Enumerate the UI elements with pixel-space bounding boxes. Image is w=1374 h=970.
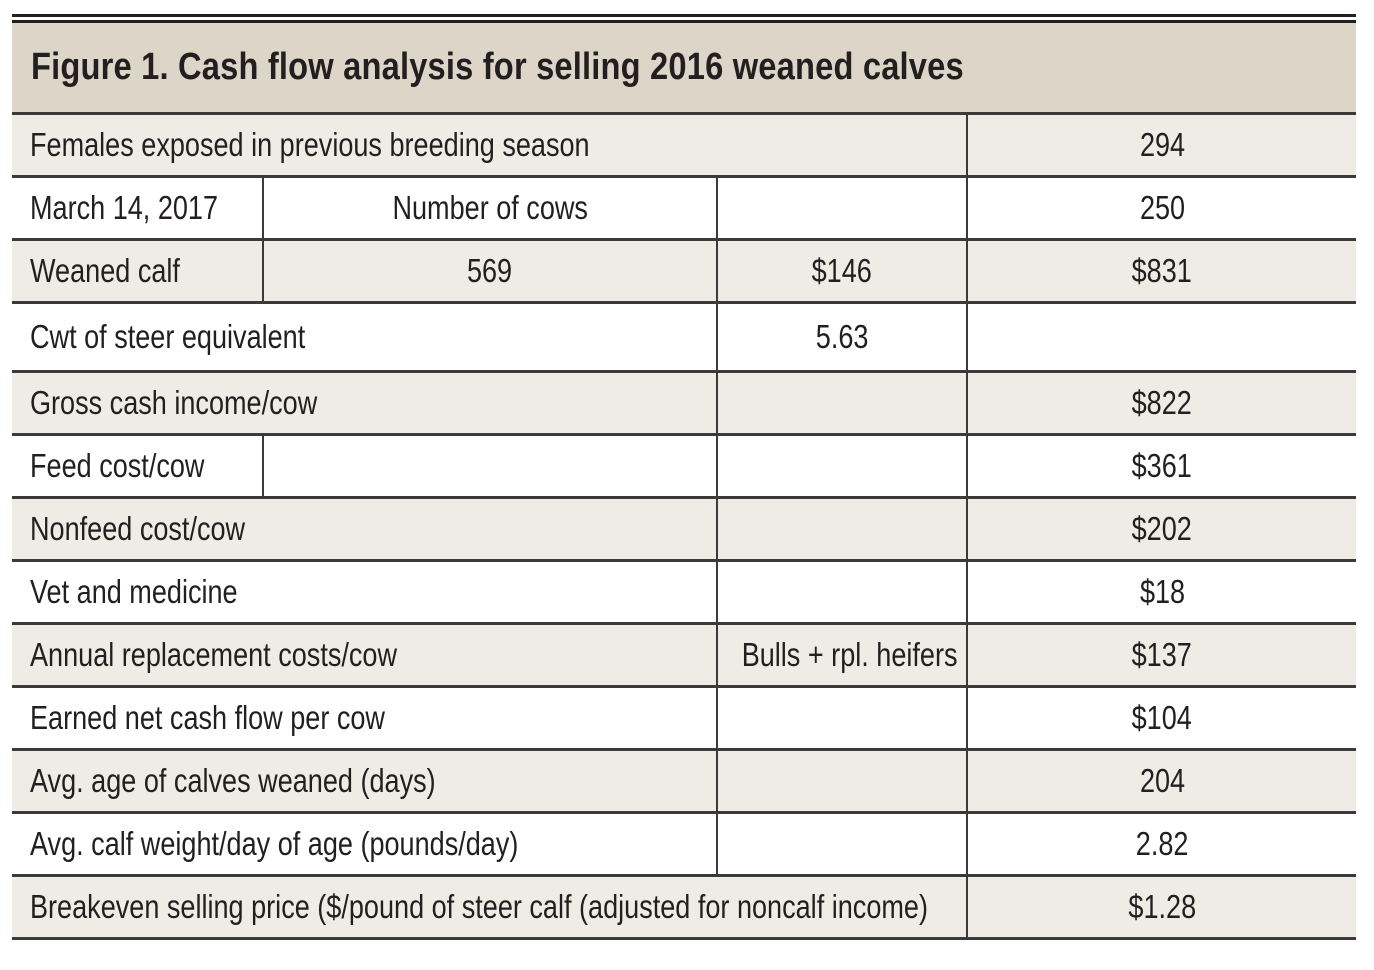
row-col3	[717, 812, 969, 877]
row-col3	[717, 686, 969, 751]
row-value: $1.28	[967, 875, 1357, 940]
table-row: Avg. calf weight/day of age (pounds/day)…	[12, 812, 1357, 877]
row-col3	[717, 434, 969, 499]
row-value: $822	[967, 371, 1357, 436]
row-col3: Bulls + rpl. heifers	[717, 623, 969, 688]
row-col3	[717, 560, 969, 625]
row-label: March 14, 2017	[12, 176, 264, 241]
row-label: Annual replacement costs/cow	[12, 623, 718, 688]
row-col3	[717, 749, 969, 814]
row-value: 2.82	[967, 812, 1357, 877]
table-row: Vet and medicine $18	[12, 560, 1357, 625]
top-rule	[12, 14, 1356, 17]
row-label: Weaned calf	[12, 239, 264, 304]
row-col3: 5.63	[717, 302, 969, 373]
table-row: Avg. age of calves weaned (days) 204	[12, 749, 1357, 814]
row-label: Feed cost/cow	[12, 434, 264, 499]
table-row: Nonfeed cost/cow $202	[12, 497, 1357, 562]
row-label: Earned net cash flow per cow	[12, 686, 718, 751]
row-value	[967, 302, 1357, 373]
row-col3	[717, 371, 969, 436]
rule-gap	[12, 17, 1356, 20]
row-col2	[263, 434, 718, 499]
row-label: Gross cash income/cow	[12, 371, 718, 436]
row-value: $202	[967, 497, 1357, 562]
row-label: Avg. age of calves weaned (days)	[12, 749, 718, 814]
row-col2: 569	[263, 239, 718, 304]
cash-flow-table: Females exposed in previous breeding sea…	[12, 115, 1357, 940]
table-row: Weaned calf 569 $146 $831	[12, 239, 1357, 304]
row-label: Avg. calf weight/day of age (pounds/day)	[12, 812, 718, 877]
table-row: March 14, 2017 Number of cows 250	[12, 176, 1357, 241]
row-value: 204	[967, 749, 1357, 814]
row-label: Nonfeed cost/cow	[12, 497, 718, 562]
row-value: $137	[967, 623, 1357, 688]
row-col3	[717, 497, 969, 562]
row-col3	[717, 176, 969, 241]
row-value: $18	[967, 560, 1357, 625]
cash-flow-figure: Figure 1. Cash flow analysis for selling…	[12, 14, 1357, 940]
row-value: $361	[967, 434, 1357, 499]
row-value: 250	[967, 176, 1357, 241]
row-value: $104	[967, 686, 1357, 751]
table-row: Annual replacement costs/cow Bulls + rpl…	[12, 623, 1357, 688]
figure-title-band: Figure 1. Cash flow analysis for selling…	[12, 23, 1356, 115]
row-label: Breakeven selling price ($/pound of stee…	[12, 875, 969, 940]
row-value: 294	[967, 115, 1357, 178]
table-row: Breakeven selling price ($/pound of stee…	[12, 875, 1357, 940]
table-row: Feed cost/cow $361	[12, 434, 1357, 499]
table-row: Earned net cash flow per cow $104	[12, 686, 1357, 751]
row-label: Vet and medicine	[12, 560, 718, 625]
row-label: Cwt of steer equivalent	[12, 302, 718, 373]
table-row: Females exposed in previous breeding sea…	[12, 115, 1357, 178]
figure-title: Figure 1. Cash flow analysis for selling…	[31, 46, 964, 88]
row-value: $831	[967, 239, 1357, 304]
top-rule-inner	[12, 20, 1356, 23]
row-col3: $146	[717, 239, 969, 304]
table-row: Gross cash income/cow $822	[12, 371, 1357, 436]
table-row: Cwt of steer equivalent 5.63	[12, 302, 1357, 373]
row-label: Females exposed in previous breeding sea…	[12, 115, 969, 178]
row-col2: Number of cows	[263, 176, 718, 241]
